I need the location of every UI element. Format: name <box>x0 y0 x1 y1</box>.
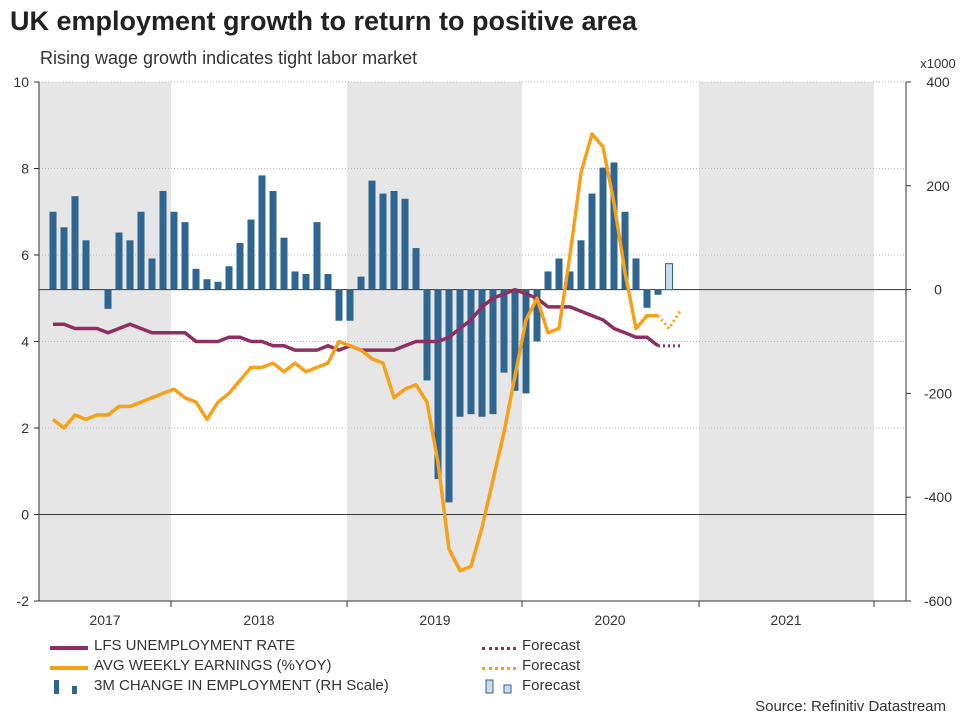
legend-forecast-unemployment-swatch <box>482 647 516 650</box>
left-tick-label: -2 <box>17 593 30 609</box>
employment-bar <box>456 289 464 417</box>
employment-bar <box>445 289 453 503</box>
employment-bar <box>379 193 387 290</box>
x-tick-label: 2017 <box>89 612 120 628</box>
right-tick-label: -200 <box>924 385 952 401</box>
employment-bar <box>335 289 343 321</box>
legend-unemployment-swatch <box>50 646 88 650</box>
employment-bar <box>489 289 497 415</box>
employment-bar <box>643 289 651 308</box>
employment-bar <box>599 167 607 290</box>
employment-bar <box>269 190 277 290</box>
right-axis-unit: x1000 <box>920 56 955 71</box>
legend-employment-swatch <box>54 680 77 694</box>
employment-bar <box>49 211 57 290</box>
left-tick-label: 6 <box>21 247 29 263</box>
employment-bar <box>500 289 508 373</box>
employment-bar <box>368 180 376 290</box>
employment-bar <box>467 289 475 415</box>
right-tick-label: -600 <box>924 593 952 609</box>
employment-bar <box>412 248 420 290</box>
legend-forecast-unemployment-label: Forecast <box>522 637 581 654</box>
employment-bar <box>313 222 321 290</box>
right-tick-label: -400 <box>924 489 952 505</box>
employment-bar <box>544 271 552 290</box>
employment-bar <box>82 240 90 290</box>
legend-earnings-swatch <box>50 666 88 670</box>
legend-forecast-earnings-label: Forecast <box>522 657 581 674</box>
employment-bar <box>577 240 585 290</box>
left-tick-label: 10 <box>13 74 29 90</box>
employment-bar <box>192 268 200 290</box>
x-tick-label: 2018 <box>243 612 274 628</box>
employment-bar <box>423 289 431 381</box>
employment-bar <box>346 289 354 321</box>
legend-employment-label: 3M CHANGE IN EMPLOYMENT (RH Scale) <box>94 677 389 694</box>
chart-title: UK employment growth to return to positi… <box>10 6 638 36</box>
left-tick-label: 8 <box>21 161 29 177</box>
employment-bar <box>610 162 618 290</box>
employment-bar <box>126 240 134 290</box>
right-tick-label: 400 <box>926 74 950 90</box>
employment-bar <box>401 198 409 290</box>
employment-bar <box>566 271 574 290</box>
right-tick-label: 0 <box>934 282 942 298</box>
employment-bar <box>357 276 365 290</box>
employment-bar <box>654 289 662 295</box>
right-tick-label: 200 <box>926 178 950 194</box>
employment-bar <box>291 271 299 290</box>
legend-earnings-label: AVG WEEKLY EARNINGS (%YOY) <box>94 657 332 674</box>
left-tick-label: 0 <box>21 507 29 523</box>
legend-unemployment-label: LFS UNEMPLOYMENT RATE <box>94 637 296 654</box>
earnings-forecast-line <box>656 310 682 332</box>
employment-bar <box>170 211 178 290</box>
employment-bar <box>390 190 398 290</box>
employment-bar <box>511 289 519 391</box>
source-note: Source: Refinitiv Datastream <box>755 698 946 715</box>
employment-bar <box>478 289 486 417</box>
legend-forecast-earnings-swatch <box>482 667 516 670</box>
employment-bar <box>258 175 266 290</box>
employment-bar <box>302 274 310 290</box>
x-tick-label: 2021 <box>770 612 801 628</box>
earnings-line <box>51 132 658 573</box>
employment-bar <box>533 289 541 342</box>
employment-bar <box>280 237 288 290</box>
employment-bar <box>434 289 442 480</box>
employment-bar <box>181 222 189 290</box>
employment-bar <box>621 211 629 290</box>
employment-bar <box>203 279 211 290</box>
employment-bar <box>137 211 145 290</box>
employment-bar <box>159 190 167 290</box>
employment-bar <box>225 266 233 290</box>
x-tick-label: 2019 <box>419 612 450 628</box>
left-tick-label: 4 <box>21 334 29 350</box>
employment-bar <box>588 193 596 290</box>
employment-bar <box>522 289 530 394</box>
left-tick-label: 2 <box>21 420 29 436</box>
employment-bar <box>60 227 68 290</box>
employment-bar <box>104 289 112 309</box>
legend-forecast-employment-label: Forecast <box>522 677 581 694</box>
employment-bar <box>148 258 156 290</box>
legend-forecast-employment-swatch <box>485 679 512 694</box>
employment-forecast-bar <box>665 263 673 291</box>
employment-bar <box>324 274 332 290</box>
employment-bar <box>214 281 222 290</box>
employment-bar <box>555 258 563 290</box>
employment-bar <box>247 219 255 290</box>
employment-bar <box>71 196 79 290</box>
chart-subtitle: Rising wage growth indicates tight labor… <box>40 48 418 68</box>
employment-bar <box>236 242 244 290</box>
employment-bar <box>115 232 123 290</box>
x-tick-label: 2020 <box>594 612 625 628</box>
employment-bar <box>632 258 640 290</box>
